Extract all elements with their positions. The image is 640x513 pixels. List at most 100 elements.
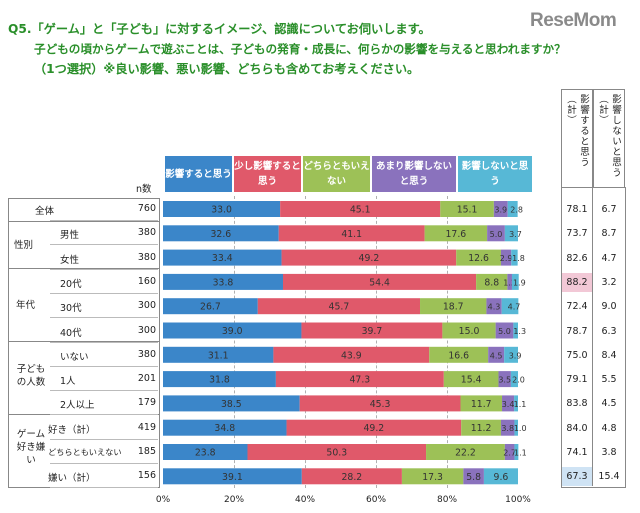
value-label-none-10: 1.1 [514, 449, 527, 458]
value-label-slight-4: 45.7 [329, 302, 350, 313]
row-divider [50, 487, 158, 489]
bar-neutral-7 [443, 371, 499, 388]
value-label-strong-10: 23.8 [195, 448, 216, 459]
bar-little-5 [495, 322, 514, 339]
row-label: 1人 [60, 376, 76, 388]
bar-strong-4 [163, 298, 258, 315]
value-label-strong-2: 33.4 [212, 253, 233, 264]
value-label-neutral-6: 16.6 [448, 350, 469, 361]
row-n: 380 [137, 227, 156, 239]
bar-strong-5 [163, 322, 302, 339]
row-divider [50, 268, 158, 270]
row-label: いない [60, 351, 89, 363]
tick-100: 100% [505, 495, 531, 505]
value-label-slight-9: 49.2 [364, 423, 385, 434]
value-label-slight-6: 43.9 [341, 350, 362, 361]
row-sum-no-influence: 4.8 [601, 422, 617, 434]
row-n: 160 [137, 275, 156, 287]
bar-strong-9 [163, 419, 287, 436]
row-sum-no-influence: 3.2 [601, 276, 617, 288]
row-sum-influence: 72.4 [566, 301, 588, 313]
value-label-little-11: 5.8 [466, 472, 481, 483]
bar-slight-5 [301, 322, 443, 339]
row-label: 好き（計） [48, 424, 96, 436]
value-label-slight-5: 39.7 [362, 326, 383, 337]
row-n: 300 [137, 300, 156, 312]
bar-none-11 [483, 468, 518, 485]
value-label-neutral-8: 11.7 [471, 399, 492, 410]
row-label: 40代 [60, 327, 82, 339]
value-label-little-5: 5.0 [498, 327, 511, 336]
row-n: 185 [137, 446, 156, 457]
row-n: 179 [137, 397, 156, 409]
bar-none-9 [514, 419, 518, 436]
bar-none-6 [504, 346, 518, 363]
value-label-none-1: 3.7 [509, 230, 522, 239]
row-sum-no-influence: 5.5 [601, 374, 617, 386]
bar-none-1 [504, 225, 518, 242]
bar-none-5 [513, 322, 518, 339]
value-label-strong-6: 31.1 [208, 350, 229, 361]
bar-strong-6 [163, 346, 274, 363]
bar-slight-2 [281, 249, 457, 266]
value-label-neutral-3: 8.8 [484, 277, 499, 288]
gridline-20 [234, 196, 235, 488]
value-label-little-9: 3.8 [501, 424, 514, 433]
row-sum-influence: 78.7 [566, 325, 588, 337]
gridline-60 [376, 196, 377, 488]
value-label-little-6: 4.5 [490, 351, 503, 360]
row-sum-no-influence: 4.5 [601, 398, 617, 410]
row-sum-influence: 82.6 [566, 252, 588, 264]
row-sum-influence: 67.3 [562, 467, 592, 487]
value-label-neutral-10: 22.2 [455, 448, 476, 459]
bar-slight-7 [275, 371, 444, 388]
gridline-40 [305, 196, 306, 488]
value-label-little-4: 4.3 [488, 303, 501, 312]
value-label-strong-5: 39.0 [222, 326, 243, 337]
row-sum-no-influence: 6.7 [601, 204, 617, 215]
bar-slight-4 [257, 298, 421, 315]
value-label-neutral-0: 15.1 [457, 205, 478, 216]
value-label-none-6: 3.9 [509, 351, 522, 360]
bar-slight-11 [301, 468, 402, 485]
value-label-none-3: 1.9 [513, 278, 526, 287]
group-gender: 性別 [14, 240, 34, 251]
row-sum-no-influence: 9.0 [601, 301, 617, 313]
row-divider [50, 341, 158, 343]
value-label-slight-8: 45.3 [370, 399, 391, 410]
legend-header-neutral: どちらともいえない [303, 156, 370, 192]
value-label-none-8: 1.1 [514, 400, 527, 409]
value-label-neutral-2: 12.6 [468, 253, 489, 264]
value-label-strong-1: 32.6 [211, 229, 232, 240]
row-divider [50, 365, 158, 367]
row-divider [50, 414, 158, 416]
row-sum-no-influence: 8.7 [601, 228, 617, 240]
row-label: 嫌い（計） [48, 473, 96, 485]
row-sum-influence: 88.2 [562, 272, 592, 292]
row-sum-influence: 79.1 [566, 374, 588, 386]
value-label-little-8: 3.4 [502, 400, 515, 409]
bar-little-9 [500, 419, 515, 436]
bar-neutral-8 [460, 395, 503, 412]
value-label-strong-11: 39.1 [222, 472, 243, 483]
value-label-none-4: 4.7 [508, 303, 521, 312]
row-n: 201 [137, 373, 156, 385]
value-label-little-7: 3.5 [498, 376, 511, 385]
tick-0: 0% [155, 495, 171, 505]
value-label-strong-9: 34.8 [214, 423, 235, 434]
legend-header-none: 影響しないと思う [458, 156, 532, 192]
value-label-little-1: 5.0 [490, 230, 503, 239]
row-n: 156 [137, 470, 156, 482]
bar-strong-1 [163, 225, 279, 242]
bar-little-11 [463, 468, 484, 485]
sum-header-no-influence: 影響しないと思う（計） [593, 89, 625, 188]
row-sum-influence: 83.8 [566, 398, 588, 410]
bar-slight-6 [273, 346, 430, 363]
value-label-none-5: 1.3 [513, 327, 526, 336]
value-label-strong-8: 38.5 [221, 399, 242, 410]
tick-60: 60% [365, 495, 387, 505]
bar-little-0 [493, 201, 508, 217]
row-n: 380 [137, 251, 156, 263]
row-label: 男性 [60, 230, 80, 242]
value-label-slight-10: 50.3 [326, 448, 347, 459]
